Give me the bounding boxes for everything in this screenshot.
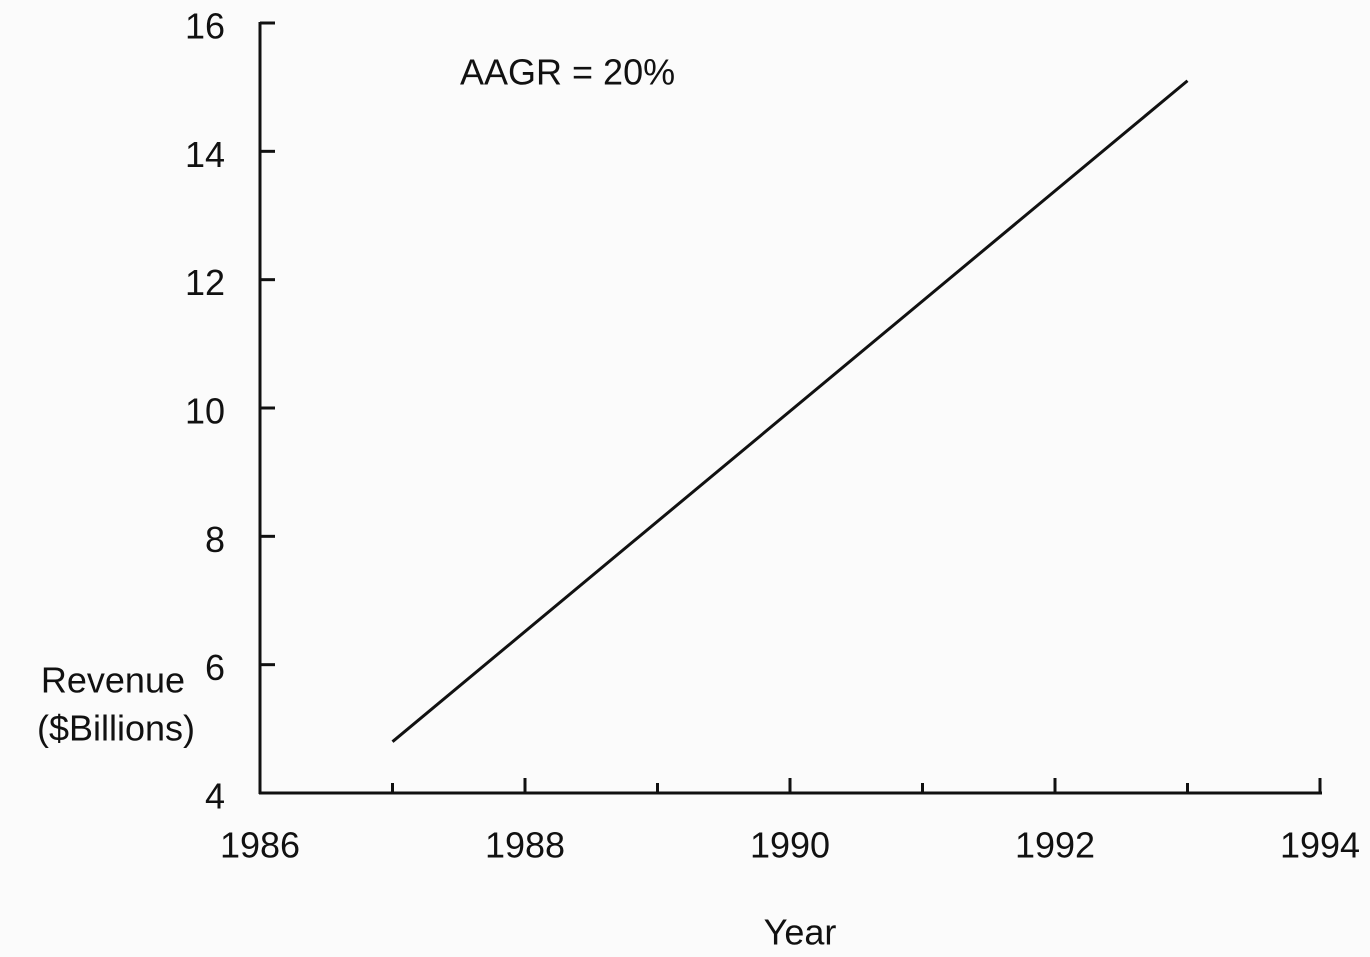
y-tick-label: 12 bbox=[185, 262, 225, 303]
x-tick-label: 1986 bbox=[220, 825, 300, 866]
x-axis-label: Year bbox=[764, 912, 837, 953]
y-tick-label: 10 bbox=[185, 391, 225, 432]
annotation: AAGR = 20% bbox=[460, 52, 675, 93]
x-tick-label: 1990 bbox=[750, 825, 830, 866]
y-tick-label: 14 bbox=[185, 134, 225, 175]
y-tick-label: 6 bbox=[205, 647, 225, 688]
y-tick-label: 4 bbox=[205, 776, 225, 817]
x-tick-label: 1994 bbox=[1280, 825, 1360, 866]
line bbox=[391, 79, 1189, 743]
y-axis-label: Revenue bbox=[41, 660, 185, 701]
x-tick-label: 1988 bbox=[485, 825, 565, 866]
y-tick-label: 8 bbox=[205, 519, 225, 560]
x-tick-label: 1992 bbox=[1015, 825, 1095, 866]
y-tick-label: 16 bbox=[185, 6, 225, 47]
y-axis-label: ($Billions) bbox=[37, 708, 195, 749]
